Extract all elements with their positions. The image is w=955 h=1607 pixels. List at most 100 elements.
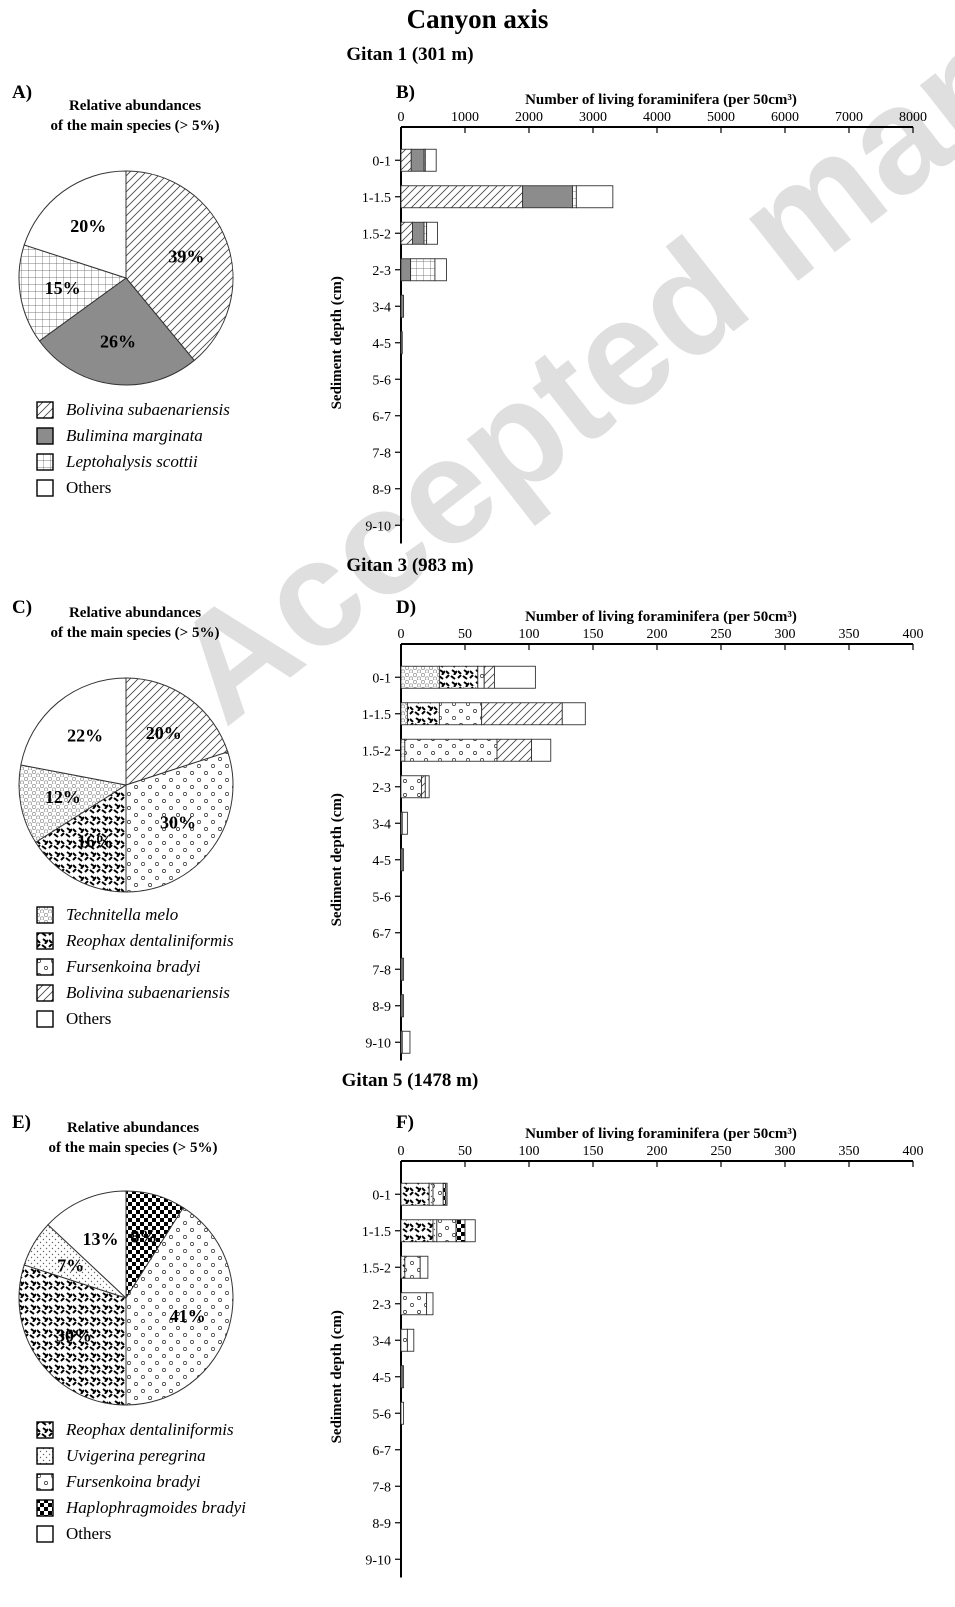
bar-segment-bolivina-subaenariensis [481,702,563,726]
legend-swatch-uvigerina-peregrina [36,1447,54,1465]
x-tick-label: 200 [647,627,668,642]
pie-slice-others [47,1190,127,1300]
bar-segment-haplophragmoides-bradyi [455,1219,466,1243]
y-tick-label: 4-5 [372,337,391,352]
bar-segment-uvigerina-peregrina [432,1219,438,1243]
bar-segment-fursenkoina-bradyi [432,1182,444,1206]
bar-segment-others [406,1328,415,1352]
y-tick-label: 6-7 [372,1444,391,1459]
bar-segment-uvigerina-peregrina [428,1182,434,1206]
y-tick-label: 8-9 [372,1000,391,1015]
pie-chart-a: 39% 26% 15% 20% [18,170,234,386]
pie-label-others: 13% [83,1229,119,1249]
pie-label-fursenkoina-bradyi: 30% [160,813,196,833]
legend-item-fursenkoina-bradyi: Fursenkoina bradyi [36,954,234,980]
y-tick-label: 1.5-2 [362,1261,391,1276]
panel-letter-f: F) [396,1112,414,1133]
bar-segment-others [401,994,405,1018]
y-tick-label: 3-4 [372,1334,391,1349]
legend-swatch-others [36,1525,54,1543]
bar-chart-b: Number of living foraminifera (per 50cm³… [329,92,927,544]
legend-swatch-leptohalysis-scottii [36,453,54,471]
pie-label-bulimina-marginata: 26% [100,332,136,352]
legend-item-haplophragmoides-bradyi: Haplophragmoides bradyi [36,1495,246,1521]
y-tick-label: 0-1 [372,671,391,686]
x-tick-label: 5000 [707,110,735,125]
bar-segment-bolivina-subaenariensis [421,775,426,799]
y-tick-label: 0-1 [372,154,391,169]
legend-swatch-bulimina-marginata [36,427,54,445]
legend-swatch-reophax-dentaliniformis [36,1421,54,1439]
legend-label: Fursenkoina bradyi [66,957,201,976]
bar-segment-others [575,185,614,209]
y-tick-label: 7-8 [372,1480,391,1495]
pie-label-others: 22% [67,726,103,746]
x-tick-label: 250 [711,1144,732,1159]
legend-label: Others [66,478,112,497]
pie-label-bolivina-subaenariensis: 39% [168,246,204,266]
bar-segment-others [464,1219,476,1243]
x-tick-label: 1000 [451,110,479,125]
y-tick-label: 1-1.5 [362,708,391,723]
bar-segment-fursenkoina-bradyi [400,1292,428,1316]
legend-label: Others [66,1524,112,1543]
legend-label: Bulimina marginata [66,426,203,445]
bar-segment-reophax-dentaliniformis [438,665,479,689]
x-tick-label: 300 [775,1144,796,1159]
panel-letter-c: C) [12,597,33,618]
section-title-gitan1: Gitan 1 (301 m) [346,44,474,65]
bar-chart-f: Number of living foraminifera (per 50cm³… [329,1126,924,1578]
pie-chart-e: 8% 41% 30% 7% 13% [18,1190,234,1406]
y-tick-label: 7-8 [372,446,391,461]
y-tick-label: 2-3 [372,781,391,796]
legend-item-fursenkoina-bradyi: Fursenkoina bradyi [36,1469,246,1495]
pie-label-bolivina-subaenariensis: 20% [146,723,182,743]
x-tick-label: 3000 [579,110,607,125]
bar-segment-bolivina-subaenariensis [483,665,495,689]
y-tick-label: 5-6 [372,1407,391,1422]
legend-swatch-others [36,479,54,497]
legend-item-reophax-dentaliniformis: Reophax dentaliniformis [36,1417,246,1443]
y-tick-label: 5-6 [372,373,391,388]
bar-segment-fursenkoina-bradyi [400,775,422,799]
pie-title-line1: Relative abundances [68,98,202,114]
section-title-gitan3: Gitan 3 (983 m) [346,555,474,576]
y-tick-label: 7-8 [372,963,391,978]
legend-swatch-haplophragmoides-bradyi [36,1499,54,1517]
legend-swatch-bolivina-subaenariensis [36,401,54,419]
bar-segment-others [531,738,552,762]
x-tick-label: 150 [583,627,604,642]
x-tick-label: 0 [398,110,405,125]
legend-label: Others [66,1009,112,1028]
pie-chart-c: 20% 30% 16% 12% 22% [18,677,234,893]
bar-segment-fursenkoina-bradyi [400,1328,408,1352]
bar-segment-reophax-dentaliniformis [400,1182,430,1206]
bar-segment-fursenkoina-bradyi [404,738,498,762]
legend-item-others: Others [36,1521,246,1547]
x-axis-title: Number of living foraminifera (per 50cm³… [525,609,797,625]
legend-item-bolivina-subaenariensis: Bolivina subaenariensis [36,397,230,423]
y-tick-label: 2-3 [372,1298,391,1313]
legend-swatch-fursenkoina-bradyi [36,958,54,976]
y-tick-label: 2-3 [372,264,391,279]
bar-segment-fursenkoina-bradyi [438,702,483,726]
panel-letter-b: B) [396,82,415,103]
bar-segment-others [401,1365,405,1389]
panel-letter-e: E) [12,1112,31,1133]
pie-label-haplophragmoides-bradyi: 8% [130,1226,157,1246]
bar-segment-others [426,1292,434,1316]
figure-title: Canyon axis [406,4,549,34]
legend-c: Technitella melo Reophax dentaliniformis F… [36,902,234,1032]
legend-label: Uvigerina peregrina [66,1446,206,1465]
pie-title-line2: of the main species (> 5%) [50,625,220,641]
x-tick-label: 300 [775,627,796,642]
legend-item-technitella-melo: Technitella melo [36,902,234,928]
bar-segment-fursenkoina-bradyi [436,1219,457,1243]
pie-slice-reophax-dentaliniformis [34,784,127,893]
y-axis-title: Sediment depth (cm) [329,793,345,926]
bar-segment-bolivina-subaenariensis [400,148,412,172]
x-tick-label: 400 [903,1144,924,1159]
legend-swatch-technitella-melo [36,906,54,924]
pie-label-uvigerina-peregrina: 7% [57,1255,84,1275]
y-tick-label: 9-10 [365,1553,391,1568]
